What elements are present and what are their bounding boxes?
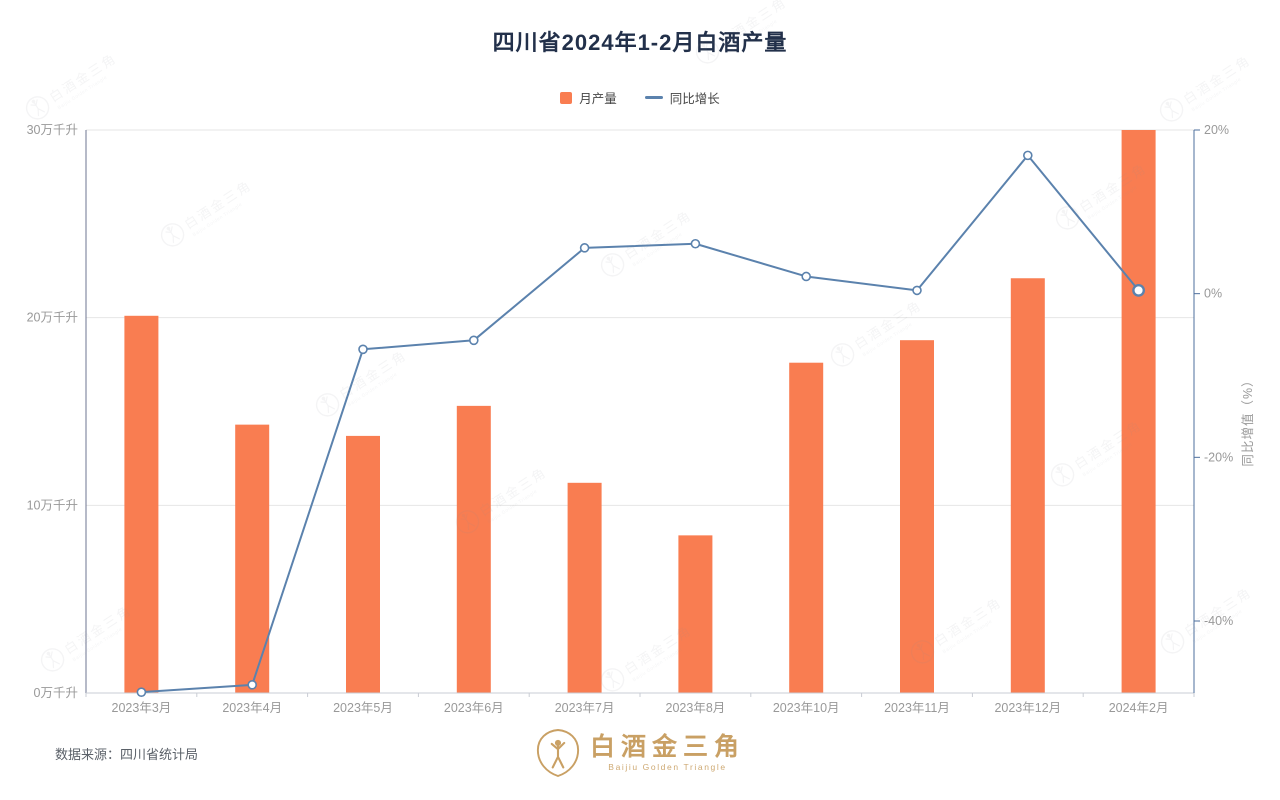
bar-2024年2月[interactable]	[1121, 130, 1156, 693]
bar-2023年4月[interactable]	[235, 424, 270, 693]
svg-text:白酒金三角: 白酒金三角	[717, 0, 790, 49]
x-axis-label: 2023年12月	[994, 701, 1061, 715]
legend: 月产量 同比增长	[0, 88, 1280, 107]
x-axis-label: 2024年2月	[1109, 701, 1169, 715]
svg-text:白酒金三角: 白酒金三角	[932, 594, 1005, 649]
yoy-growth-line	[140, 154, 1140, 694]
legend-item-yoy-growth[interactable]: 同比增长	[644, 88, 720, 107]
left-axis-label: 30万千升	[27, 123, 78, 137]
bar-2023年8月[interactable]	[678, 535, 713, 693]
line-point-2023年3月[interactable]	[136, 687, 147, 697]
bar-2023年12月[interactable]	[1010, 278, 1045, 693]
svg-text:白酒金三角: 白酒金三角	[622, 207, 695, 262]
line-series-swatch	[644, 96, 663, 99]
line-point-2023年7月[interactable]	[579, 243, 590, 253]
left-axis-label: 20万千升	[27, 311, 78, 325]
svg-text:白酒金三角: 白酒金三角	[1181, 52, 1254, 107]
right-axis-label: -40%	[1204, 614, 1233, 628]
left-axis-label: 10万千升	[27, 498, 78, 512]
line-point-2023年5月[interactable]	[358, 344, 368, 355]
x-axis-label: 2023年4月	[222, 701, 282, 715]
bar-2023年3月[interactable]	[124, 315, 159, 693]
bar-2023年5月[interactable]	[346, 435, 380, 693]
line-point-2023年6月[interactable]	[468, 335, 479, 346]
data-source-note: 数据来源：四川省统计局	[55, 747, 199, 762]
bar-2023年7月[interactable]	[567, 482, 602, 693]
brand-logo: 白酒金三角 Baijiu Golden Triangle	[535, 728, 745, 778]
bar-series-swatch	[560, 91, 573, 104]
left-axis-label: 0万千升	[34, 686, 78, 700]
legend-label-monthly-production: 月产量	[579, 92, 617, 106]
bar-2023年11月[interactable]	[900, 340, 934, 693]
x-axis-label: 2023年7月	[555, 701, 615, 715]
svg-text:白酒金三角: 白酒金三角	[182, 177, 255, 232]
brand-name-en: Baijiu Golden Triangle	[608, 762, 727, 773]
line-point-2023年10月[interactable]	[801, 271, 812, 282]
gridlines	[86, 129, 1194, 506]
svg-text:白酒金三角: 白酒金三角	[47, 50, 120, 105]
x-axis-label: 2023年6月	[444, 701, 504, 715]
axis-labels: 0万千升 10万千升 20万千升 30万千升 20% 0% -20% -40% 2023年3月 2…	[27, 123, 1255, 715]
line-series[interactable]	[136, 150, 1146, 697]
x-axis-label: 2023年11月	[884, 701, 950, 715]
bar-2023年6月[interactable]	[456, 405, 491, 693]
x-axis-label: 2023年10月	[773, 701, 840, 715]
line-point-2023年4月[interactable]	[247, 680, 257, 690]
svg-text:白酒金三角: 白酒金三角	[62, 602, 135, 657]
bar-series[interactable]	[124, 130, 1156, 693]
line-point-2023年11月[interactable]	[912, 285, 922, 296]
x-axis-label: 2023年5月	[333, 701, 393, 715]
svg-text:白酒金三角: 白酒金三角	[337, 347, 410, 402]
x-axis-label: 2023年8月	[666, 701, 726, 715]
line-point-2023年8月[interactable]	[690, 238, 701, 249]
right-axis-label: 20%	[1204, 123, 1229, 137]
chart-title: 四川省2024年1-2月白酒产量	[492, 30, 788, 55]
line-point-2024年2月[interactable]	[1132, 283, 1146, 297]
legend-label-yoy-growth: 同比增长	[669, 92, 720, 106]
baijiu-golden-triangle-logo-icon	[536, 729, 580, 778]
brand-name: 白酒金三角	[589, 732, 746, 761]
x-axis-label: 2023年3月	[112, 701, 172, 715]
axes	[85, 129, 1200, 697]
svg-text:白酒金三角: 白酒金三角	[1182, 584, 1255, 639]
bar-2023年10月[interactable]	[789, 362, 824, 693]
right-axis-name: 同比增值（%）	[1240, 373, 1255, 466]
right-axis-label: 0%	[1204, 287, 1222, 301]
legend-item-monthly-production[interactable]: 月产量	[560, 88, 617, 107]
right-axis-label: -20%	[1204, 450, 1233, 464]
line-point-2023年12月[interactable]	[1023, 150, 1033, 161]
